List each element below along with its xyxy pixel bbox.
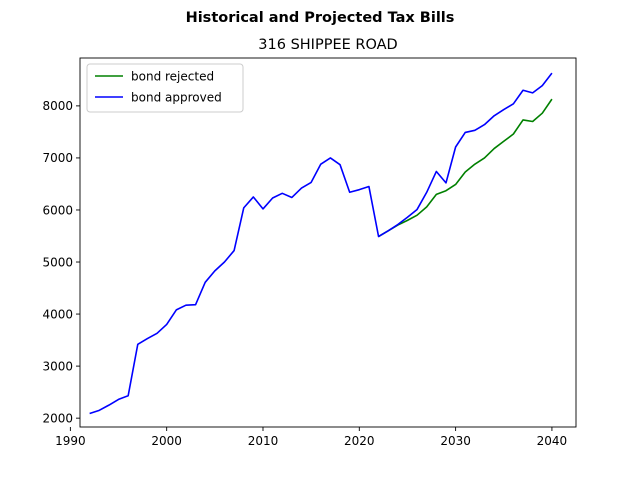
y-tick-label: 5000 xyxy=(42,255,73,269)
legend-label-bond-approved: bond approved xyxy=(131,90,222,104)
y-tick-label: 6000 xyxy=(42,203,73,217)
x-tick-label: 1990 xyxy=(55,434,86,448)
x-tick-label: 2040 xyxy=(537,434,568,448)
y-tick-label: 3000 xyxy=(42,359,73,373)
x-tick-label: 2020 xyxy=(344,434,375,448)
y-tick-label: 4000 xyxy=(42,307,73,321)
figure-suptitle: Historical and Projected Tax Bills xyxy=(186,10,455,26)
x-tick-label: 2010 xyxy=(248,434,279,448)
chart-title: 316 SHIPPEE ROAD xyxy=(258,37,397,53)
y-tick-label: 2000 xyxy=(42,411,73,425)
y-tick-label: 7000 xyxy=(42,151,73,165)
x-tick-label: 2000 xyxy=(151,434,182,448)
legend-box xyxy=(86,63,244,113)
y-tick-label: 8000 xyxy=(42,99,73,113)
x-tick-label: 2030 xyxy=(440,434,471,448)
series-line-bond-approved xyxy=(89,72,553,415)
plot-area: 1990 2000 2010 2020 2030 2040 2000 3000 4000 5000… xyxy=(42,57,577,448)
legend-label-bond-rejected: bond rejected xyxy=(131,69,214,83)
axes-frame xyxy=(79,57,577,428)
series-line-bond-rejected xyxy=(378,98,553,238)
